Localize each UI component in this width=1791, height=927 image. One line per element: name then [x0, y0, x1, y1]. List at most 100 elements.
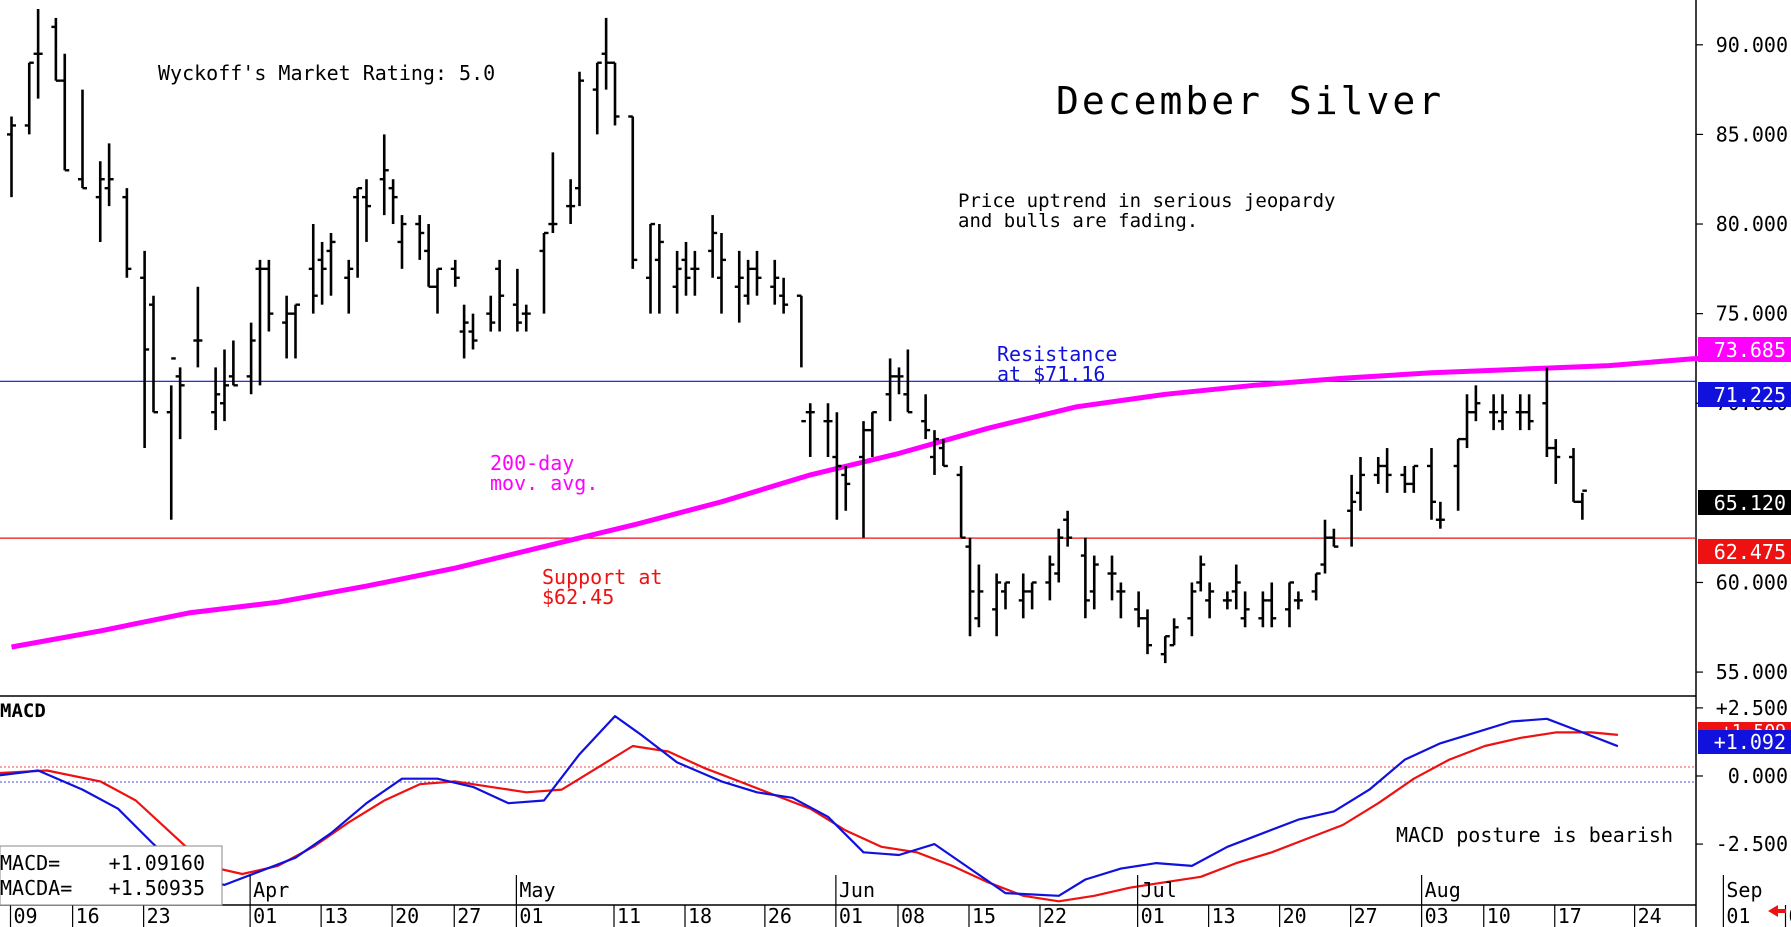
- macd-panel-label: MACD: [0, 700, 46, 722]
- date-tick-label: 15: [972, 904, 996, 927]
- resistance-annotation-line-1: Resistance: [997, 342, 1117, 366]
- price-tick-label: 75.000: [1716, 302, 1788, 326]
- price-bar: [956, 465, 966, 539]
- moving-average-layer: [11, 340, 1791, 650]
- macd-readout-name: MACD=: [0, 851, 60, 875]
- chart-title: December Silver: [1056, 79, 1444, 123]
- price-bar: [512, 268, 522, 332]
- macd-tick-label: -2.500: [1716, 832, 1788, 856]
- price-bar: [433, 267, 442, 314]
- date-tick-label: 20: [1283, 904, 1307, 927]
- month-label: May: [519, 878, 555, 902]
- price-bar: [1453, 437, 1463, 511]
- price-bar: [1347, 474, 1357, 547]
- price-bar: [610, 61, 620, 126]
- price-bar: [255, 259, 265, 386]
- date-tick-label: 03: [1425, 904, 1449, 927]
- date-tick-label: 23: [147, 904, 171, 927]
- price-bar: [885, 358, 895, 422]
- price-bar: [166, 357, 176, 520]
- price-bar: [1187, 582, 1197, 637]
- price-bar: [317, 241, 327, 305]
- price-bar: [903, 349, 913, 414]
- date-tick-label: 16: [76, 904, 100, 927]
- price-bar: [1382, 448, 1392, 493]
- price-bar: [1462, 394, 1472, 449]
- price-bar: [1258, 591, 1268, 628]
- price-bar: [1320, 519, 1330, 574]
- price-bar: [211, 367, 221, 431]
- price-bar: [992, 573, 1002, 637]
- price-tick-label: 60.000: [1716, 570, 1788, 594]
- macd-line: [0, 714, 1619, 897]
- price-tick-label: 80.000: [1716, 212, 1788, 236]
- price-bar: [7, 116, 16, 198]
- price-bar: [521, 304, 531, 332]
- support-tag-box: [1698, 539, 1791, 564]
- price-bar: [575, 71, 584, 207]
- price-bar: [1329, 528, 1339, 548]
- price-tick-label: 90.000: [1716, 33, 1788, 57]
- moving-average-label-line-1: 200-day: [490, 451, 574, 475]
- price-bar: [938, 439, 948, 468]
- price-bar: [1267, 582, 1277, 628]
- price-bar: [681, 241, 691, 296]
- macd-tick-label: +2.500: [1716, 696, 1788, 720]
- price-bar: [1471, 385, 1481, 422]
- date-tick-label: 18: [688, 904, 712, 927]
- date-tick-label: 27: [1354, 904, 1378, 927]
- price-bar: [1489, 394, 1499, 431]
- month-label: Jul: [1141, 878, 1177, 902]
- month-label: Apr: [253, 878, 289, 902]
- date-tick-label: 20: [395, 904, 419, 927]
- price-bar: [1231, 564, 1241, 610]
- last-price-tag: 65.120: [1714, 491, 1786, 515]
- date-tick-label: 11: [617, 904, 641, 927]
- price-bars: [7, 8, 1587, 664]
- price-bar: [867, 411, 877, 458]
- price-bar: [379, 134, 389, 216]
- price-bar: [362, 179, 371, 242]
- macda-readout-name: MACDA=: [0, 876, 72, 900]
- resistance-annotation-line-2: at $71.16: [997, 362, 1105, 386]
- price-bar: [1435, 501, 1445, 529]
- price-bar: [149, 295, 158, 414]
- price-bar: [486, 295, 496, 332]
- moving-average-tag-box: [1698, 337, 1791, 362]
- scroll-left-arrow-icon[interactable]: [1768, 905, 1786, 917]
- price-bar: [894, 367, 904, 395]
- price-bar: [1409, 464, 1419, 493]
- price-bar: [592, 61, 602, 135]
- price-bar: [1356, 457, 1365, 511]
- price-bar: [140, 250, 150, 449]
- date-tick-label: 08: [1789, 904, 1791, 927]
- support-annotation-line-2: $62.45: [542, 585, 614, 609]
- macd-tick-label: 0.000: [1728, 764, 1788, 788]
- date-tick-label: 26: [768, 904, 792, 927]
- price-tick-label: 85.000: [1716, 122, 1788, 146]
- price-bar: [104, 143, 114, 207]
- date-tick-label: 27: [457, 904, 481, 927]
- price-bar: [832, 412, 842, 520]
- price-bar: [424, 224, 434, 288]
- price-bar: [1551, 439, 1561, 484]
- date-tick-label: 01: [1141, 904, 1165, 927]
- price-bar: [770, 259, 780, 305]
- price-bar: [1001, 581, 1010, 610]
- price-bar: [1373, 457, 1383, 484]
- price-bar: [1542, 367, 1552, 458]
- support-annotation-line-1: Support at: [542, 565, 662, 589]
- price-bar: [1089, 555, 1099, 610]
- month-label: Jun: [839, 878, 875, 902]
- price-bar: [33, 8, 43, 99]
- price-bar: [1116, 582, 1126, 619]
- price-bar: [1169, 618, 1179, 647]
- date-tick-label: 13: [324, 904, 348, 927]
- price-bar: [353, 186, 363, 278]
- price-bar: [122, 188, 132, 278]
- price-bar: [1524, 394, 1534, 431]
- price-bar: [95, 161, 105, 242]
- price-bar: [388, 179, 398, 225]
- price-bar: [344, 259, 354, 314]
